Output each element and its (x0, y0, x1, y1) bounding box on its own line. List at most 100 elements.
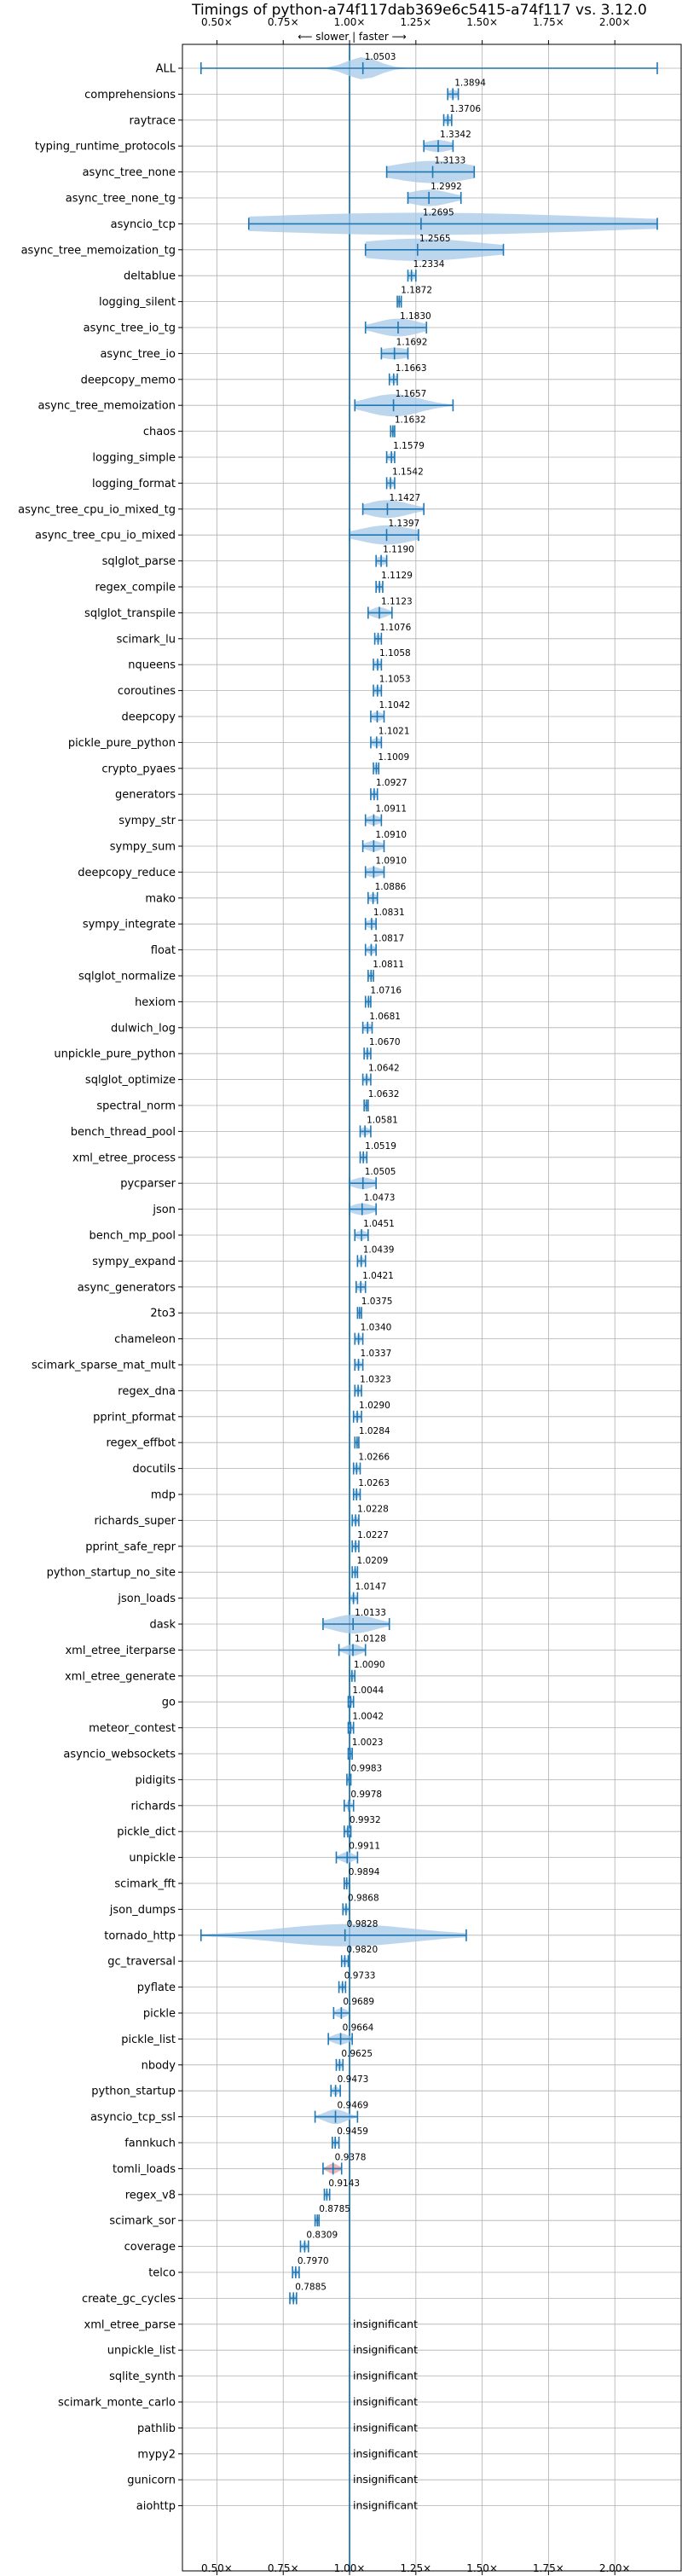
benchmark-label: sqlglot_transpile (84, 607, 176, 620)
value-label: 1.0290 (359, 1401, 390, 1411)
value-label: 1.0421 (362, 1271, 394, 1281)
benchmark-label: pickle (143, 2008, 176, 2021)
x-tick-label-bottom: 2.00× (599, 2562, 631, 2574)
value-label: 0.9868 (348, 1893, 379, 1903)
benchmark-label: async_tree_memoization_tg (21, 244, 176, 257)
benchmark-label: pycparser (120, 1178, 176, 1191)
value-label: 1.3133 (435, 156, 466, 166)
value-label: 1.0042 (352, 1712, 384, 1722)
value-label: 1.1542 (392, 467, 424, 477)
value-label: 0.8785 (319, 2204, 350, 2214)
grid-layer (178, 40, 681, 2575)
x-tick-label-bottom: 1.75× (533, 2562, 564, 2574)
value-label: 0.7970 (298, 2256, 329, 2266)
benchmark-label: deepcopy (121, 711, 176, 724)
insignificant-label: insignificant (353, 2343, 418, 2356)
labels-layer: 0.50× 0.50× 0.75× 0.75× 1.00× 1.00× 1.25× 1.25×… (18, 16, 630, 2574)
value-label: 1.3894 (454, 78, 486, 88)
benchmark-label: json_loads (117, 1593, 176, 1605)
direction-note: ⟵ slower | faster ⟶ (298, 31, 407, 43)
value-label: 1.1123 (381, 596, 413, 606)
benchmark-label: regex_effbot (106, 1437, 176, 1450)
value-label: 1.0519 (365, 1141, 396, 1152)
benchmark-label: sqlglot_parse (102, 555, 176, 568)
value-label: 1.1076 (380, 623, 412, 633)
x-tick-label-top: 0.50× (201, 16, 233, 28)
value-label: 0.9820 (346, 1945, 378, 1955)
benchmark-label: tomli_loads (113, 2163, 176, 2176)
benchmark-label: pathlib (137, 2422, 176, 2435)
benchmark-label: scimark_sparse_mat_mult (32, 1360, 176, 1372)
value-label: 1.1872 (401, 286, 432, 296)
value-label: 1.0133 (355, 1608, 386, 1618)
benchmark-label: pickle_list (121, 2034, 176, 2046)
value-label: 1.0911 (375, 804, 407, 815)
benchmark-label: sqlglot_optimize (85, 1074, 176, 1087)
value-label: 1.0632 (368, 1089, 400, 1099)
benchmark-label: sympy_expand (92, 1256, 176, 1268)
value-label: 1.1632 (395, 415, 426, 426)
value-label: 1.1053 (379, 675, 411, 685)
value-label: 0.9664 (343, 2022, 374, 2033)
value-label: 1.1663 (396, 363, 427, 374)
benchmark-label: float (151, 944, 176, 957)
value-label: 0.9932 (350, 1815, 381, 1825)
value-label: 1.0227 (357, 1530, 389, 1540)
benchmark-label: create_gc_cycles (82, 2293, 176, 2306)
benchmark-label: gc_traversal (107, 1956, 176, 1969)
benchmark-label: python_startup (91, 2086, 176, 2098)
value-label: 1.1021 (379, 726, 410, 736)
benchmark-label: sympy_integrate (83, 919, 176, 931)
benchmark-label: async_tree_memoization (38, 400, 176, 413)
benchmark-label: richards_super (94, 1515, 176, 1528)
value-label: 0.9894 (349, 1867, 380, 1877)
benchmark-label: mypy2 (137, 2448, 176, 2461)
benchmark-label: python_startup_no_site (47, 1567, 176, 1580)
x-tick-label-bottom: 0.50× (201, 2562, 233, 2574)
value-label: 1.2565 (419, 234, 451, 244)
value-label: 0.9143 (328, 2179, 360, 2189)
benchmark-label: gunicorn (127, 2474, 176, 2487)
benchmark-label: sqlite_synth (109, 2370, 176, 2383)
benchmark-label: xml_etree_process (72, 1152, 176, 1164)
value-label: 1.0503 (365, 52, 396, 62)
benchmark-label: async_tree_io_tg (84, 322, 176, 335)
value-label: 1.1427 (389, 493, 420, 503)
benchmark-label: mdp (151, 1489, 176, 1502)
benchmark-label: raytrace (129, 114, 176, 127)
value-label: 1.2992 (431, 182, 462, 192)
benchmark-label: regex_dna (118, 1385, 176, 1398)
value-label: 1.0284 (359, 1426, 390, 1436)
value-label: 1.0642 (368, 1064, 400, 1074)
benchmark-label: chaos (143, 426, 176, 438)
benchmark-label: json_dumps (109, 1904, 176, 1917)
x-tick-label-top: 2.00× (599, 16, 631, 28)
benchmark-label: fannkuch (124, 2138, 176, 2150)
benchmark-label: regex_v8 (125, 2189, 176, 2202)
benchmark-label: mako (145, 892, 176, 905)
x-tick-label-bottom: 1.50× (466, 2562, 498, 2574)
benchmark-label: go (162, 1697, 176, 1709)
value-label: 1.0266 (358, 1453, 390, 1463)
value-label: 1.1397 (389, 519, 420, 529)
value-label: 1.1579 (393, 441, 425, 451)
value-label: 1.0147 (355, 1582, 387, 1593)
benchmark-label: aiohttp (136, 2500, 176, 2513)
benchmark-label: typing_runtime_protocols (35, 141, 176, 154)
value-label: 1.0473 (364, 1193, 396, 1204)
benchmark-label: async_generators (78, 1281, 176, 1294)
benchmark-label: meteor_contest (89, 1722, 176, 1735)
x-tick-label-top: 1.50× (466, 16, 498, 28)
value-label: 0.9459 (337, 2126, 368, 2137)
benchmark-label: coroutines (118, 685, 176, 698)
benchmark-label: telco (148, 2267, 176, 2280)
benchmark-label: pprint_safe_repr (85, 1540, 176, 1553)
value-label: 1.0681 (369, 1012, 401, 1022)
benchmark-label: dask (149, 1619, 176, 1632)
value-label: 0.9473 (338, 2074, 369, 2085)
benchmark-label: pickle_dict (117, 1826, 176, 1839)
value-label: 1.0439 (363, 1244, 395, 1255)
value-label: 1.0228 (357, 1504, 389, 1514)
benchmark-label: pyflate (137, 1981, 176, 1994)
benchmark-label: crypto_pyaes (101, 763, 176, 775)
